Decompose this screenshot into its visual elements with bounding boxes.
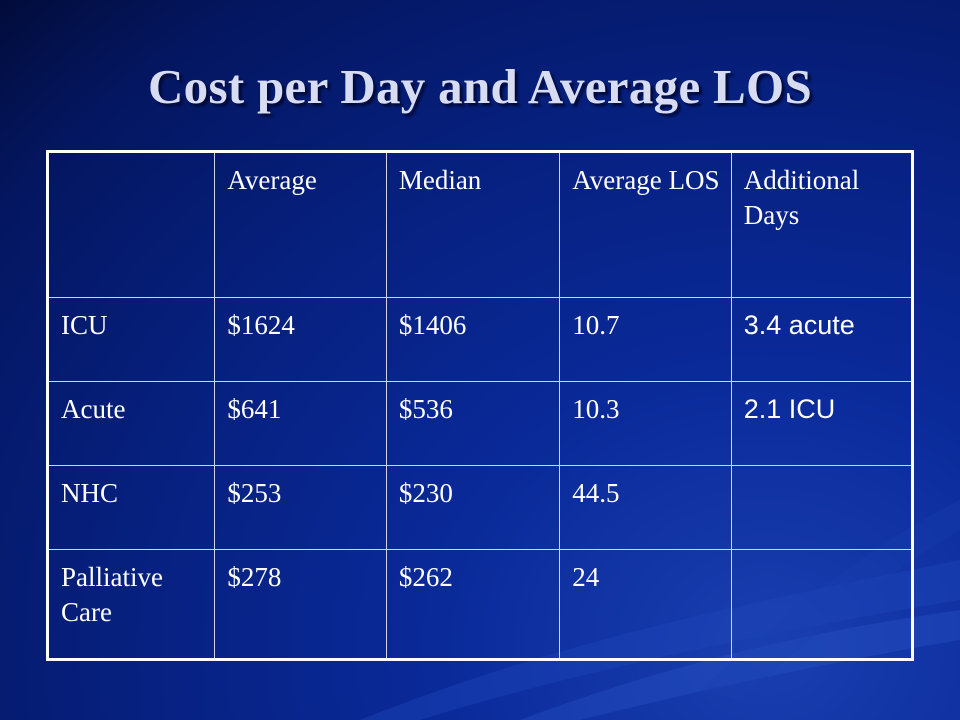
average-los-cell: 10.3 [559,381,732,466]
additional-days-cell [730,549,914,660]
table-row-palliative-care: Palliative Care $278 $262 24 [46,549,914,660]
additional-days-cell [730,465,914,550]
table-row-acute: Acute $641 $536 10.3 2.1 ICU [46,381,914,466]
table-row-icu: ICU $1624 $1406 10.7 3.4 acute [46,297,914,382]
row-label-cell: NHC [46,465,216,550]
table-header-row: Average Median Average LOS Additional Da… [46,151,914,298]
median-cost-cell: $230 [385,465,561,550]
additional-days-cell: 3.4 acute [730,297,914,382]
header-cell-average: Average [214,151,387,298]
row-label-cell: Palliative Care [46,549,216,660]
average-cost-cell: $278 [214,549,387,660]
median-cost-cell: $262 [385,549,561,660]
average-los-cell: 24 [559,549,732,660]
slide-title: Cost per Day and Average LOS [147,59,812,114]
cost-los-table: Average Median Average LOS Additional Da… [46,150,914,661]
header-cell-empty [46,151,216,298]
average-cost-cell: $1624 [214,297,387,382]
row-label-cell: Acute [46,381,216,466]
average-los-cell: 10.7 [559,297,732,382]
row-label-cell: ICU [46,297,216,382]
average-los-cell: 44.5 [559,465,732,550]
header-cell-additional-days: Additional Days [730,151,914,298]
header-cell-average-los: Average LOS [559,151,732,298]
additional-days-cell: 2.1 ICU [730,381,914,466]
average-cost-cell: $253 [214,465,387,550]
header-cell-median: Median [385,151,561,298]
average-cost-cell: $641 [214,381,387,466]
median-cost-cell: $1406 [385,297,561,382]
table-row-nhc: NHC $253 $230 44.5 [46,465,914,550]
median-cost-cell: $536 [385,381,561,466]
